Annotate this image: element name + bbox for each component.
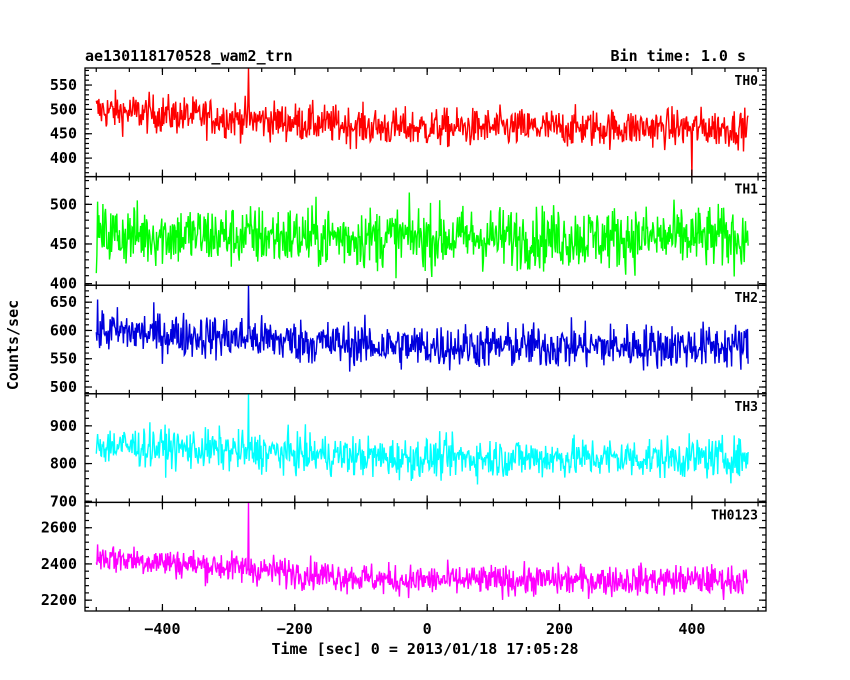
panel-frame xyxy=(84,67,767,178)
y-tick-label: 550 xyxy=(50,76,77,94)
y-tick-label: 500 xyxy=(50,378,77,396)
series-line-th0 xyxy=(95,68,749,177)
panel-th0123: 2200 2400 2600 TH0123 xyxy=(41,501,767,612)
y-tick-label: 450 xyxy=(50,235,77,253)
y-tick-label: 650 xyxy=(50,293,77,311)
series-line-th3 xyxy=(95,393,749,485)
y-tick-label: 2600 xyxy=(41,519,77,537)
series-line-th1 xyxy=(95,192,749,279)
y-tick-label: 550 xyxy=(50,350,77,368)
y-tick-label: 2400 xyxy=(41,555,77,573)
x-axis-title: Time [sec] 0 = 2013/01/18 17:05:28 xyxy=(271,640,578,658)
y-tick-label: 600 xyxy=(50,321,77,339)
x-tick-label: −200 xyxy=(277,620,313,638)
x-tick-label: 200 xyxy=(546,620,573,638)
panel-label: TH2 xyxy=(735,291,758,306)
series-line-th0123 xyxy=(95,502,749,601)
y-axis-title: Counts/sec xyxy=(4,300,22,390)
panel-label: TH0123 xyxy=(711,508,758,523)
x-tick-label: 400 xyxy=(678,620,705,638)
y-tick-label: 900 xyxy=(50,417,77,435)
x-tick-label: −400 xyxy=(144,620,180,638)
y-tick-label: 800 xyxy=(50,455,77,473)
panel-th1: 400 450 500 TH1 xyxy=(50,175,767,293)
panel-label: TH1 xyxy=(735,183,759,198)
bin-time-label: Bin time: 1.0 s xyxy=(611,47,746,65)
panel-label: TH0 xyxy=(735,74,759,89)
y-tick-label: 400 xyxy=(50,149,77,167)
y-tick-label: 500 xyxy=(50,100,77,118)
panel-th2: 500 550 600 650 TH2 xyxy=(50,284,767,396)
series-line-th2 xyxy=(95,285,749,372)
panel-th3: 700 800 900 TH3 xyxy=(50,393,767,510)
y-tick-label: 700 xyxy=(50,492,77,510)
panel-label: TH3 xyxy=(735,400,758,415)
y-tick-label: 2200 xyxy=(41,591,77,609)
y-tick-label: 400 xyxy=(50,275,77,293)
chart-title: ae130118170528_wam2_trn xyxy=(85,47,293,65)
x-tick-label: 0 xyxy=(423,620,432,638)
panels-group: 400 450 500 550 TH0 400 450 500 TH1 500 550 600 650 T… xyxy=(41,67,767,638)
y-tick-label: 500 xyxy=(50,195,77,213)
panel-th0: 400 450 500 550 TH0 xyxy=(50,67,767,178)
y-tick-label: 450 xyxy=(50,125,77,143)
